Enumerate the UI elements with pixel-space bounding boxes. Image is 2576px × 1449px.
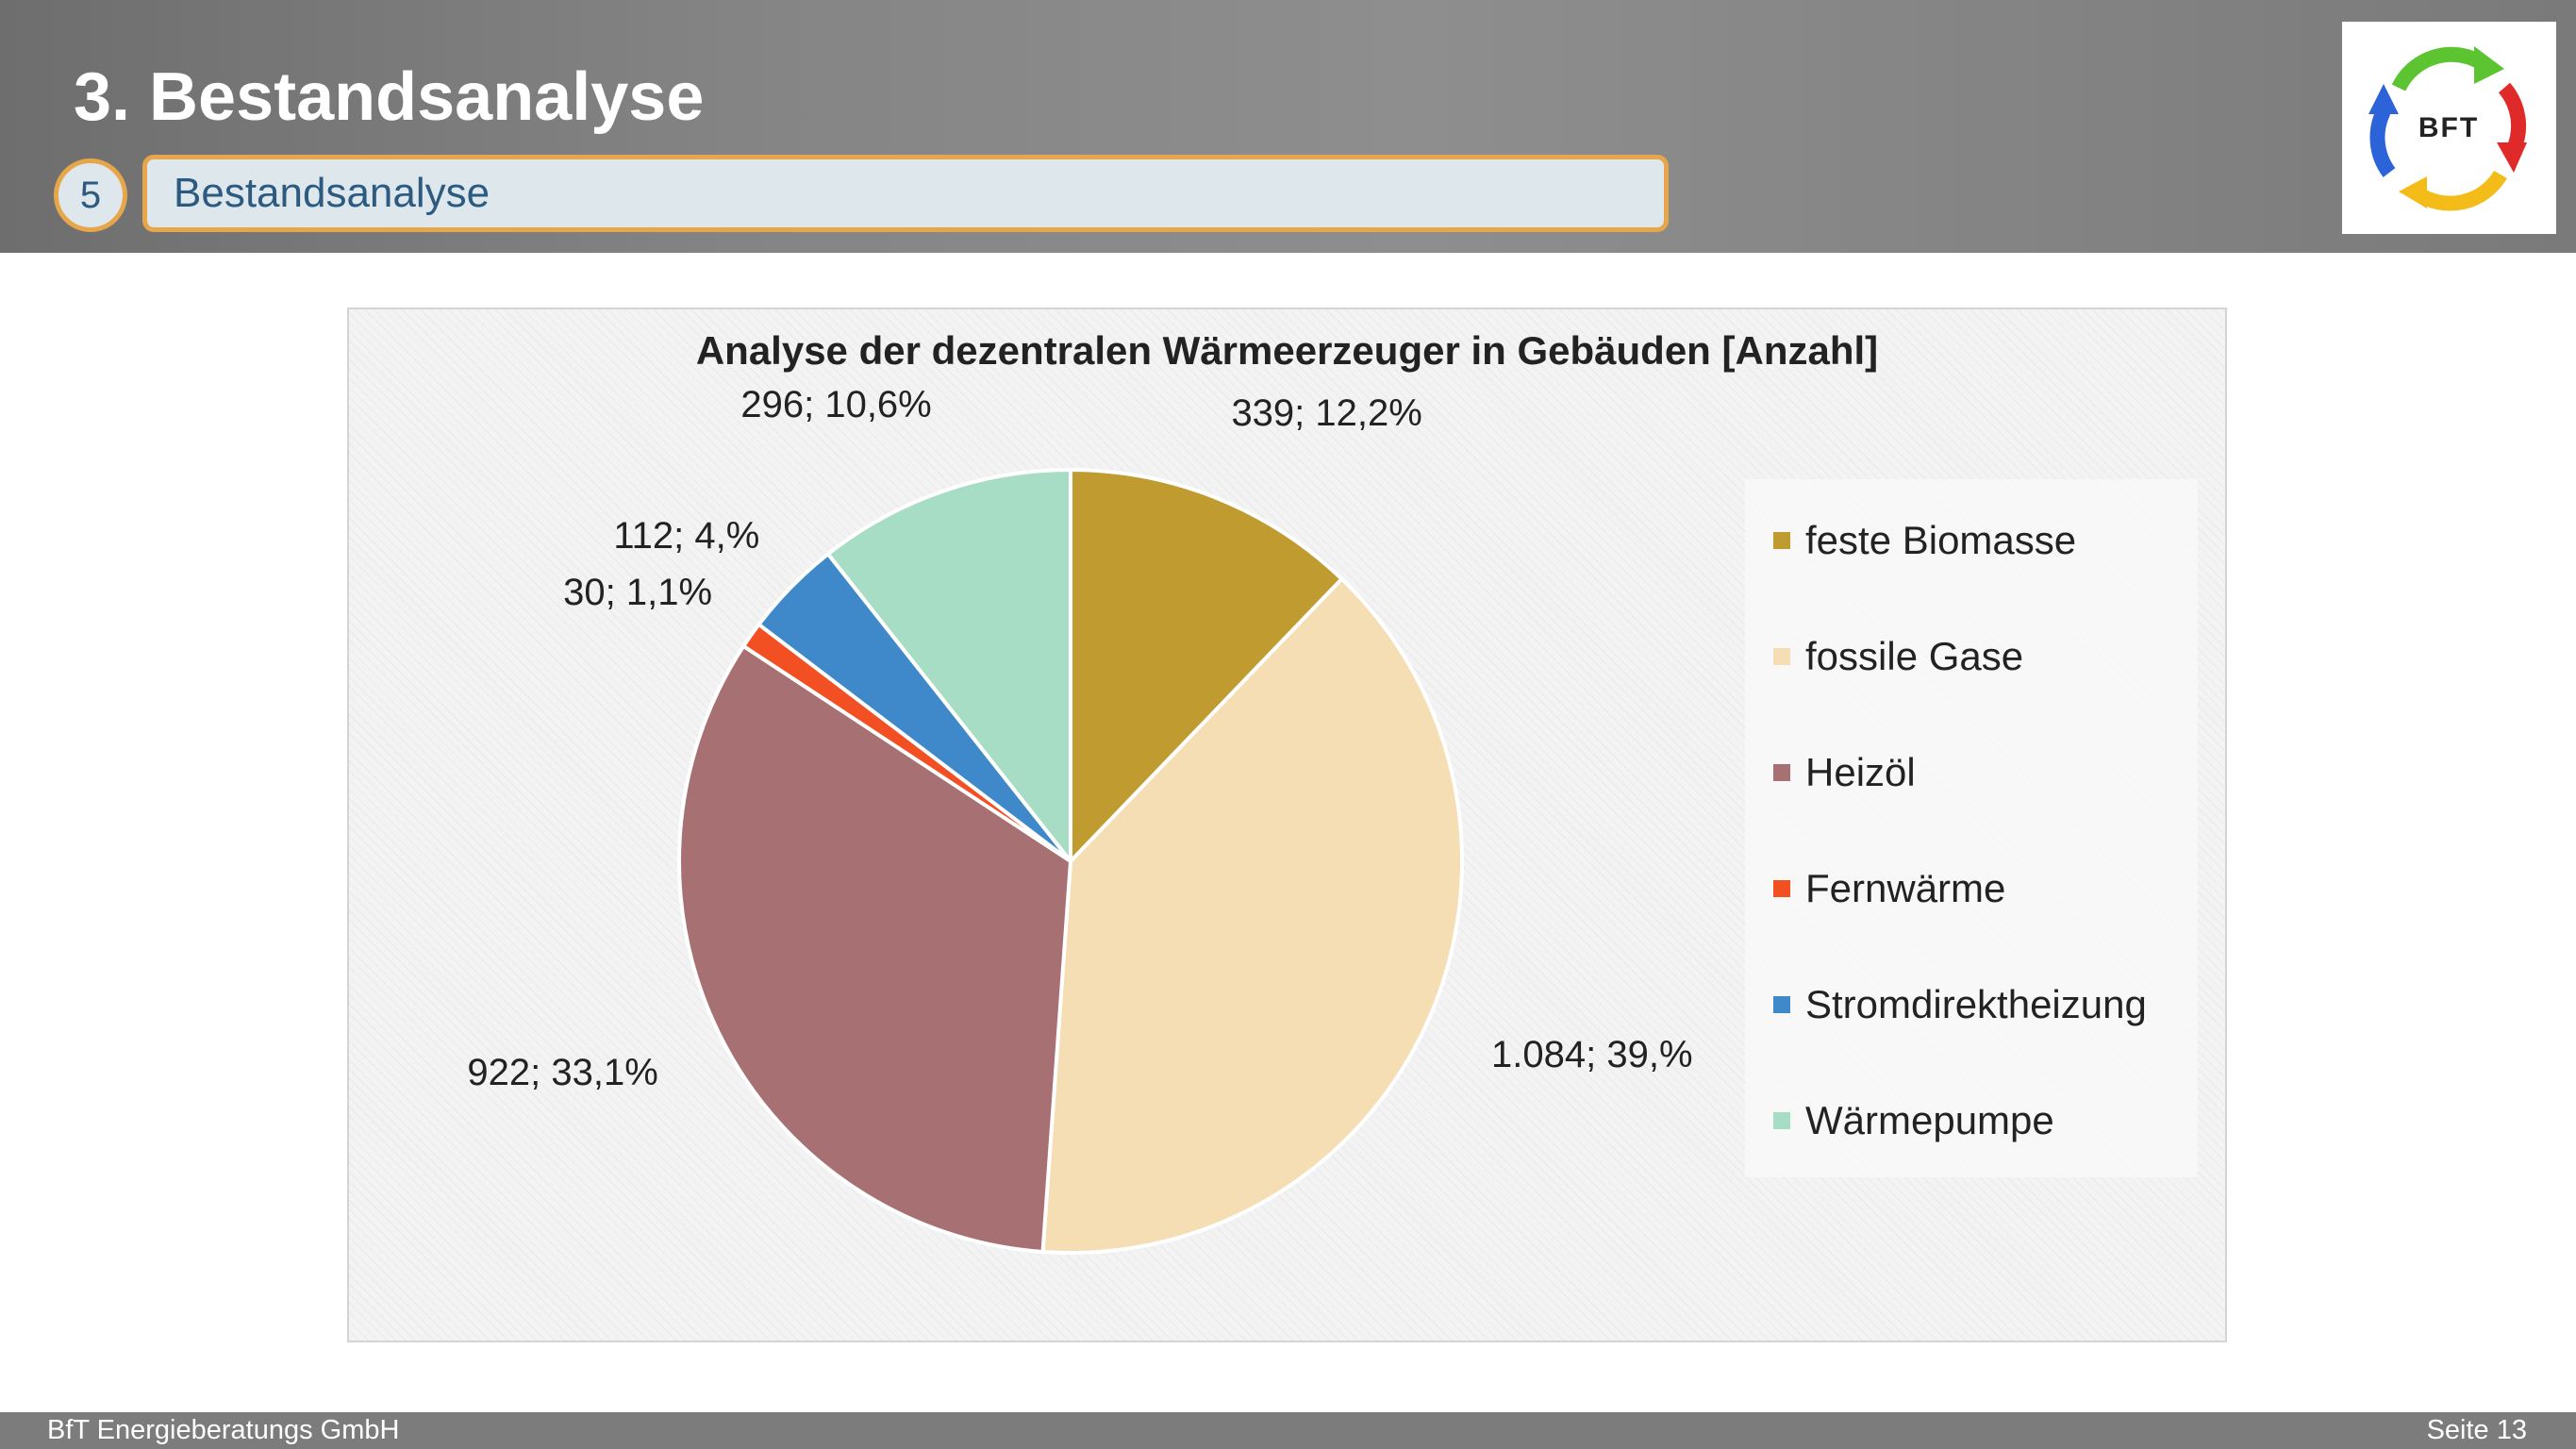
chart-title: Analyse der dezentralen Wärmeerzeuger in… xyxy=(695,328,1879,373)
data-label-warmepumpe: 296; 10,6% xyxy=(740,384,932,426)
section-number-badge: 5 xyxy=(54,158,127,232)
pie-slice-warmepumpe xyxy=(825,467,1072,867)
legend-label: fossile Gase xyxy=(1805,634,2024,678)
legend-swatch xyxy=(1773,1112,1790,1129)
legend-swatch xyxy=(1773,996,1790,1013)
logo-text: BFT xyxy=(2418,112,2479,143)
legend-label: Fernwärme xyxy=(1805,866,2006,910)
data-label-stromdirektheizung: 112; 4,% xyxy=(613,514,760,557)
pie-chart: Analyse der dezentralen Wärmeerzeuger in… xyxy=(347,308,2227,1342)
data-label-heizol: 922; 33,1% xyxy=(467,1051,658,1093)
data-label-fossile-gase: 1.084; 39,% xyxy=(1491,1034,1693,1076)
company-logo: BFT xyxy=(2342,22,2556,234)
legend-item-fossile-gase: fossile Gase xyxy=(1773,628,2023,685)
legend-item-feste-biomasse: feste Biomasse xyxy=(1773,512,2076,569)
pie-chart-plot xyxy=(677,467,1464,1255)
legend-item-heizol: Heizöl xyxy=(1773,744,1916,801)
logo-cycle-arrows-icon: BFT xyxy=(2368,46,2527,211)
pie-slice-fossile-gase xyxy=(1040,575,1464,1255)
pie-slice-feste-biomasse xyxy=(1069,467,1345,866)
slide-header: 3. Bestandsanalyse 5 Bestandsanalyse BFT xyxy=(0,0,2576,253)
legend-swatch xyxy=(1773,764,1790,781)
legend-swatch xyxy=(1773,648,1790,665)
legend-item-warmepumpe: Wärmepumpe xyxy=(1773,1092,2054,1149)
section-label-bar: Bestandsanalyse xyxy=(142,155,1669,232)
slide-footer: BfT Energieberatungs GmbH Seite 13 xyxy=(0,1412,2576,1449)
legend-swatch xyxy=(1773,880,1790,897)
legend-item-stromdirektheizung: Stromdirektheizung xyxy=(1773,976,2147,1033)
footer-page-number: Seite 13 xyxy=(2426,1415,2527,1445)
data-label-feste-biomasse: 339; 12,2% xyxy=(1231,391,1422,434)
data-label-fernwarme: 30; 1,1% xyxy=(563,571,713,613)
legend-item-fernwarme: Fernwärme xyxy=(1773,860,2005,917)
legend-label: Stromdirektheizung xyxy=(1805,982,2147,1026)
page-title: 3. Bestandsanalyse xyxy=(74,59,705,135)
legend-label: Heizöl xyxy=(1805,750,1916,794)
chart-legend: feste Biomasse fossile Gase Heizöl Fernwärm… xyxy=(1745,479,2198,1177)
legend-label: feste Biomasse xyxy=(1805,518,2077,562)
legend-swatch xyxy=(1773,532,1790,549)
footer-company: BfT Energieberatungs GmbH xyxy=(47,1415,400,1445)
legend-label: Wärmepumpe xyxy=(1805,1098,2054,1142)
